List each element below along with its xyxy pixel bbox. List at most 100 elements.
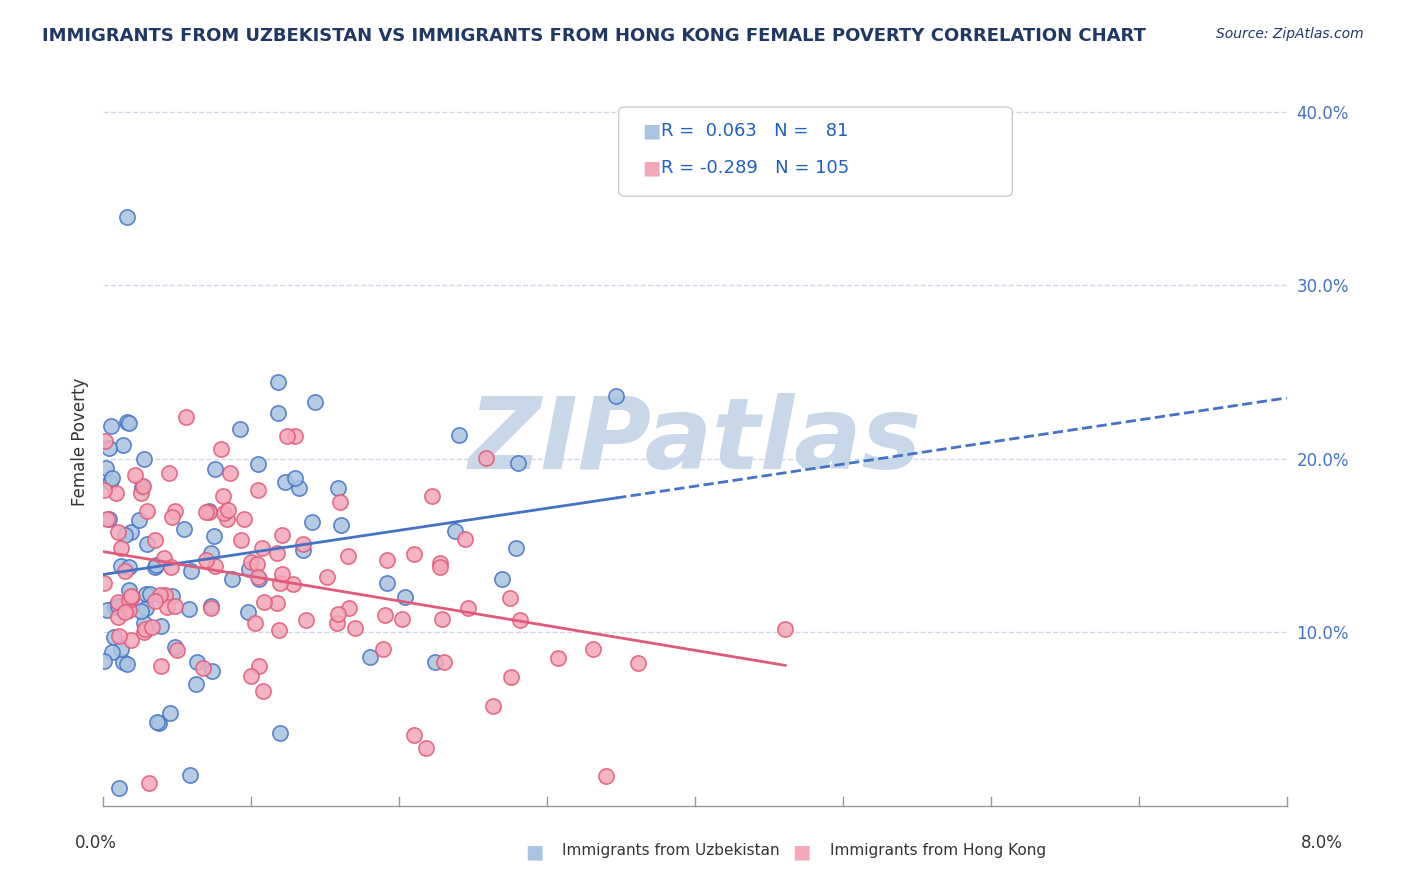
Point	[107, 524, 129, 539]
Point	[415, 741, 437, 756]
Point	[454, 532, 477, 546]
Point	[391, 612, 413, 626]
Point	[284, 429, 307, 443]
Text: ■: ■	[524, 843, 544, 862]
Point	[165, 599, 187, 614]
Point	[96, 512, 118, 526]
Point	[402, 728, 425, 742]
Point	[115, 210, 138, 224]
Point	[371, 642, 394, 657]
Point	[128, 513, 150, 527]
Point	[605, 389, 627, 403]
Point	[93, 576, 115, 591]
Point	[429, 559, 451, 574]
Point	[337, 549, 360, 564]
Point	[219, 466, 242, 480]
Point	[100, 419, 122, 434]
Point	[430, 612, 453, 626]
Text: R =  0.063   N =   81: R = 0.063 N = 81	[661, 122, 848, 140]
Point	[423, 655, 446, 669]
Point	[159, 706, 181, 720]
Point	[209, 442, 232, 456]
Point	[422, 489, 444, 503]
Point	[252, 683, 274, 698]
Text: 0.0%: 0.0%	[75, 834, 117, 852]
Point	[281, 576, 304, 591]
Point	[132, 451, 155, 466]
Point	[148, 716, 170, 731]
Point	[274, 475, 297, 489]
Point	[121, 633, 143, 648]
Point	[773, 622, 796, 636]
Text: 8.0%: 8.0%	[1301, 834, 1343, 852]
Point	[134, 622, 156, 636]
Point	[267, 406, 290, 420]
Point	[284, 471, 307, 485]
Point	[105, 486, 128, 500]
Point	[177, 602, 200, 616]
Point	[269, 726, 291, 740]
Point	[179, 768, 201, 782]
Point	[229, 533, 252, 547]
Point	[124, 468, 146, 483]
Point	[595, 769, 617, 783]
Point	[582, 641, 605, 656]
Point	[198, 505, 221, 519]
Point	[374, 608, 396, 623]
Point	[499, 591, 522, 606]
Point	[98, 475, 121, 489]
Point	[153, 551, 176, 566]
Point	[166, 643, 188, 657]
Point	[457, 600, 479, 615]
Point	[329, 495, 352, 509]
Point	[217, 512, 239, 526]
Point	[228, 422, 250, 436]
Point	[449, 427, 471, 442]
Point	[482, 698, 505, 713]
Point	[93, 483, 115, 498]
Point	[132, 615, 155, 630]
Point	[157, 467, 180, 481]
Point	[173, 522, 195, 536]
Y-axis label: Female Poverty: Female Poverty	[72, 377, 89, 506]
Point	[501, 670, 523, 684]
Point	[247, 483, 270, 498]
Point	[238, 562, 260, 576]
Point	[110, 559, 132, 574]
Point	[193, 661, 215, 675]
Point	[108, 629, 131, 643]
Point	[101, 471, 124, 485]
Point	[509, 613, 531, 627]
Point	[160, 589, 183, 603]
Point	[267, 375, 290, 389]
Point	[135, 601, 157, 615]
Point	[165, 640, 187, 655]
Point	[491, 572, 513, 586]
Point	[110, 541, 132, 555]
Point	[198, 504, 221, 518]
Point	[247, 572, 270, 586]
Point	[245, 557, 267, 571]
Point	[240, 555, 263, 569]
Point	[120, 525, 142, 540]
Point	[238, 606, 260, 620]
Point	[200, 545, 222, 559]
Point	[141, 620, 163, 634]
Point	[359, 650, 381, 665]
Text: ZIPatlas: ZIPatlas	[468, 393, 921, 490]
Point	[326, 615, 349, 630]
Point	[328, 482, 350, 496]
Point	[276, 429, 298, 443]
Point	[221, 572, 243, 586]
Point	[114, 605, 136, 619]
Point	[143, 533, 166, 547]
Point	[136, 537, 159, 551]
Point	[247, 569, 270, 583]
Point	[120, 589, 142, 603]
Point	[337, 601, 360, 615]
Point	[96, 603, 118, 617]
Point	[153, 588, 176, 602]
Point	[146, 714, 169, 729]
Point	[266, 546, 288, 560]
Point	[287, 481, 309, 495]
